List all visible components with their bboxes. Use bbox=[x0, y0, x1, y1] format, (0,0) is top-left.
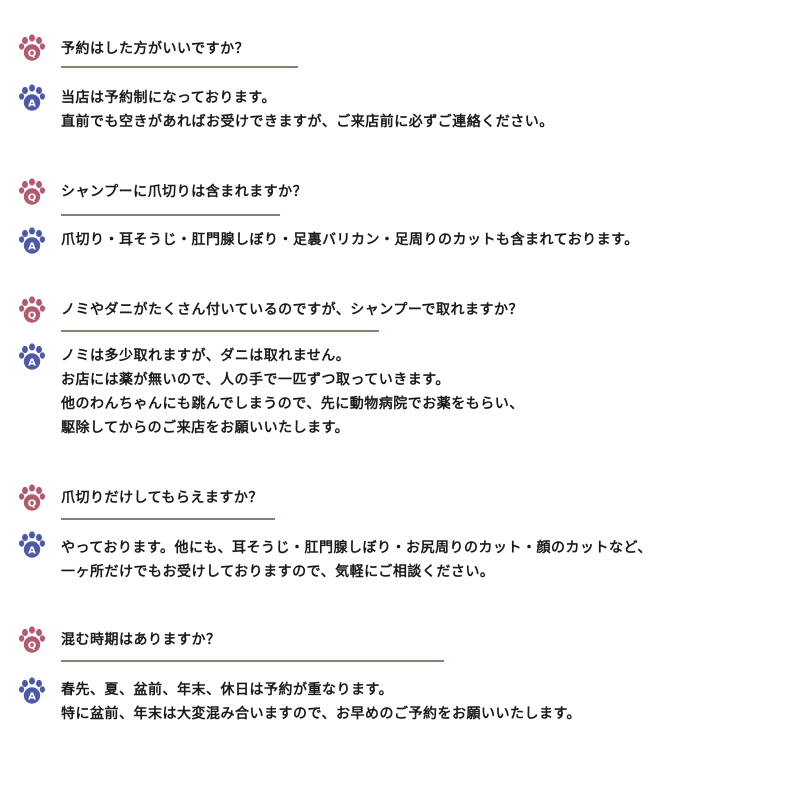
answer-line: 他のわんちゃんにも跳んでしまうので、先に動物病院でお薬をもらい、 bbox=[61, 396, 524, 412]
paw-a-icon bbox=[18, 677, 46, 705]
faq-question: 爪切りだけしてもらえますか？ bbox=[61, 490, 263, 506]
answer-line: やっております。他にも、耳そうじ・肛門腺しぼり・お尻周りのカット・顔のカットなど… bbox=[61, 540, 652, 556]
faq-answer: 春先、夏、盆前、年末、休日は予約が重なります。 特に盆前、年末は大変混み合います… bbox=[61, 678, 581, 726]
paw-q-icon bbox=[18, 626, 46, 654]
faq-item: ノミやダニがたくさん付いているのですが、シャンプーで取れますか？ ノミは多少取れ… bbox=[0, 0, 524, 440]
faq-question: 混む時期はありますか？ bbox=[61, 632, 221, 648]
answer-line: 一ヶ所だけでもお受けしておりますので、気軽にご相談ください。 bbox=[61, 564, 495, 580]
answer-line: 春先、夏、盆前、年末、休日は予約が重なります。 bbox=[61, 682, 394, 698]
answer-line: ノミは多少取れますが、ダニは取れません。 bbox=[61, 348, 351, 364]
faq-answer: 当店は予約制になっております。 直前でも空きがあればお受けできますが、ご来店前に… bbox=[61, 86, 554, 134]
answer-line: お店には薬が無いので、人の手で一匹ずつ取っていきます。 bbox=[61, 372, 450, 388]
faq-item: 混む時期はありますか？ 春先、夏、盆前、年末、休日は予約が重なります。 特に盆前… bbox=[0, 0, 581, 726]
question-underline bbox=[61, 214, 280, 216]
question-underline bbox=[61, 330, 379, 332]
faq-question: 予約はした方がいいですか？ bbox=[61, 41, 250, 57]
faq-answer: やっております。他にも、耳そうじ・肛門腺しぼり・お尻周りのカット・顔のカットなど… bbox=[61, 536, 652, 584]
question-underline bbox=[61, 518, 275, 520]
faq-item: シャンプーに爪切りは含まれますか？ 爪切り・耳そうじ・肛門腺しぼり・足裏バリカン… bbox=[0, 0, 800, 260]
answer-line: 特に盆前、年末は大変混み合いますので、お早めのご予約をお願いいたします。 bbox=[61, 706, 582, 722]
faq-item: 予約はした方がいいですか？ 当店は予約制になっております。 直前でも空きがあれば… bbox=[0, 0, 800, 140]
answer-line: 駆除してからのご来店をお願いいたします。 bbox=[61, 420, 350, 436]
faq-answer: 爪切り・耳そうじ・肛門腺しぼり・足裏バリカン・足周りのカットも含まれております。 bbox=[61, 228, 639, 252]
answer-line: 直前でも空きがあればお受けできますが、ご来店前に必ずご連絡ください。 bbox=[61, 114, 554, 130]
answer-line: 当店は予約制になっております。 bbox=[61, 90, 276, 106]
faq-answer: ノミは多少取れますが、ダニは取れません。 お店には薬が無いので、人の手で一匹ずつ… bbox=[61, 344, 524, 440]
question-underline bbox=[61, 660, 444, 662]
faq-item: 爪切りだけしてもらえますか？ やっております。他にも、耳そうじ・肛門腺しぼり・お… bbox=[0, 0, 652, 584]
faq-question: ノミやダニがたくさん付いているのですが、シャンプーで取れますか？ bbox=[61, 302, 524, 318]
answer-line: 爪切り・耳そうじ・肛門腺しぼり・足裏バリカン・足周りのカットも含まれております。 bbox=[61, 232, 639, 248]
faq-question: シャンプーに爪切りは含まれますか？ bbox=[61, 184, 308, 200]
question-underline bbox=[61, 66, 298, 68]
